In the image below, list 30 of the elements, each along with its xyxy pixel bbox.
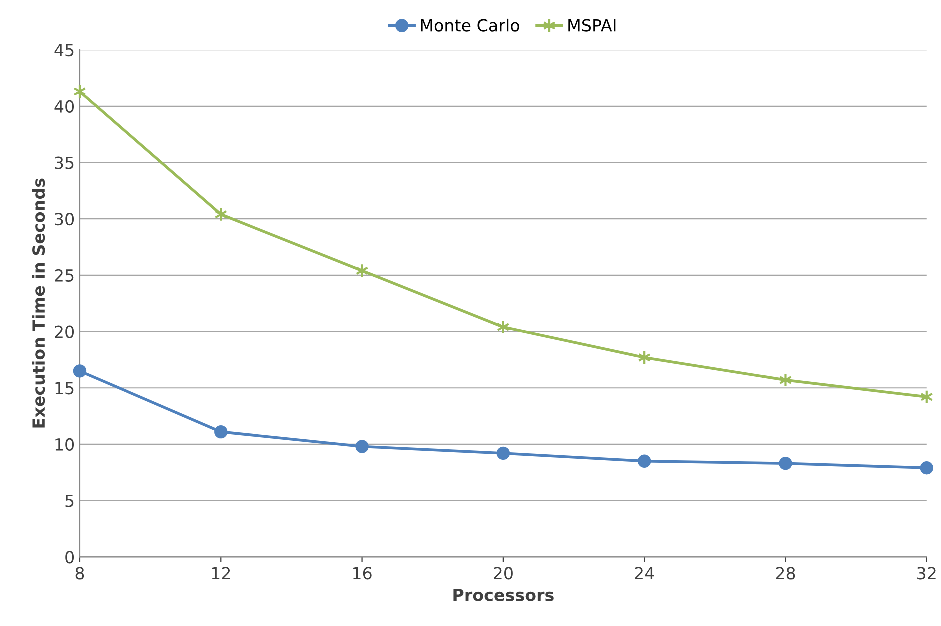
x-tick-label: 12 <box>212 567 230 580</box>
y-tick-label: 10 <box>56 438 74 452</box>
y-tick-label: 30 <box>55 213 74 226</box>
x-tick-label: 24 <box>635 567 654 580</box>
y-tick-label: 25 <box>55 269 74 282</box>
y-tick-label: 40 <box>54 100 74 113</box>
point <box>638 454 652 468</box>
x-axis-title: Processors <box>454 589 554 602</box>
y-tick-label: 35 <box>55 156 74 170</box>
x-tick-label: 20 <box>494 567 513 580</box>
x-tick-label: 28 <box>776 567 796 580</box>
point <box>356 440 369 454</box>
y-tick-label: 0 <box>66 551 74 564</box>
point <box>920 462 934 475</box>
legend-label: MSPAI <box>568 19 616 32</box>
point <box>356 264 369 278</box>
point <box>214 425 228 439</box>
point <box>496 446 510 460</box>
point <box>779 457 792 470</box>
y-axis-title: Execution Time in Seconds <box>32 178 46 428</box>
y-tick-label: 15 <box>56 382 74 395</box>
x-tick-label: 8 <box>76 567 84 580</box>
x-tick-label: 16 <box>354 567 372 580</box>
point <box>779 372 792 388</box>
legend-label: Monte Carlo <box>421 18 520 32</box>
y-tick-label: 5 <box>66 494 74 508</box>
point <box>73 364 87 378</box>
y-tick-label: 20 <box>55 326 74 338</box>
y-tick-label: 45 <box>54 44 74 57</box>
x-tick-label: 32 <box>918 567 936 580</box>
